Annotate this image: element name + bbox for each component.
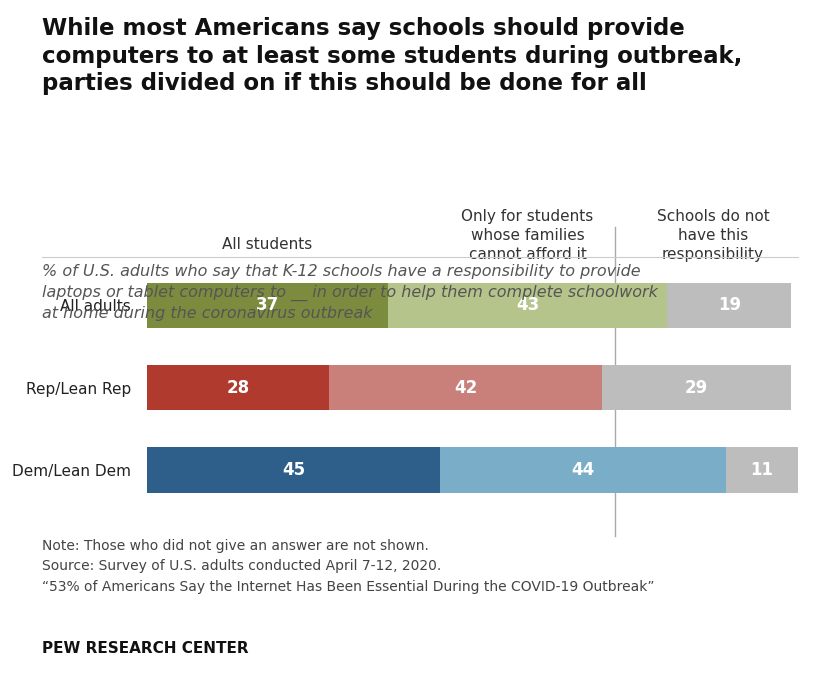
Text: 45: 45 [281,461,305,479]
Text: While most Americans say schools should provide
computers to at least some stude: While most Americans say schools should … [42,17,743,95]
Text: All students: All students [223,237,312,252]
Text: % of U.S. adults who say that K-12 schools have a responsibility to provide
lapt: % of U.S. adults who say that K-12 schoo… [42,264,658,321]
Text: 44: 44 [571,461,595,479]
Text: 28: 28 [227,379,249,397]
Bar [147,447,440,493]
Bar [440,447,726,493]
Bar [388,283,668,328]
Text: Schools do not
have this
responsibility: Schools do not have this responsibility [657,209,769,263]
Text: Only for students
whose families
cannot afford it: Only for students whose families cannot … [461,209,594,263]
Text: 37: 37 [255,296,279,314]
Text: 42: 42 [454,379,477,397]
Bar [668,283,791,328]
Bar [602,365,791,410]
Text: 29: 29 [685,379,708,397]
Text: 43: 43 [516,296,539,314]
Text: “53% of Americans Say the Internet Has Been Essential During the COVID-19 Outbre: “53% of Americans Say the Internet Has B… [42,580,654,593]
Bar [329,365,602,410]
Bar [147,365,329,410]
Text: Note: Those who did not give an answer are not shown.: Note: Those who did not give an answer a… [42,539,429,552]
Bar [147,283,388,328]
Text: Source: Survey of U.S. adults conducted April 7-12, 2020.: Source: Survey of U.S. adults conducted … [42,559,441,573]
Text: 19: 19 [717,296,741,314]
Bar [726,447,798,493]
Text: PEW RESEARCH CENTER: PEW RESEARCH CENTER [42,641,249,657]
Text: 11: 11 [750,461,774,479]
